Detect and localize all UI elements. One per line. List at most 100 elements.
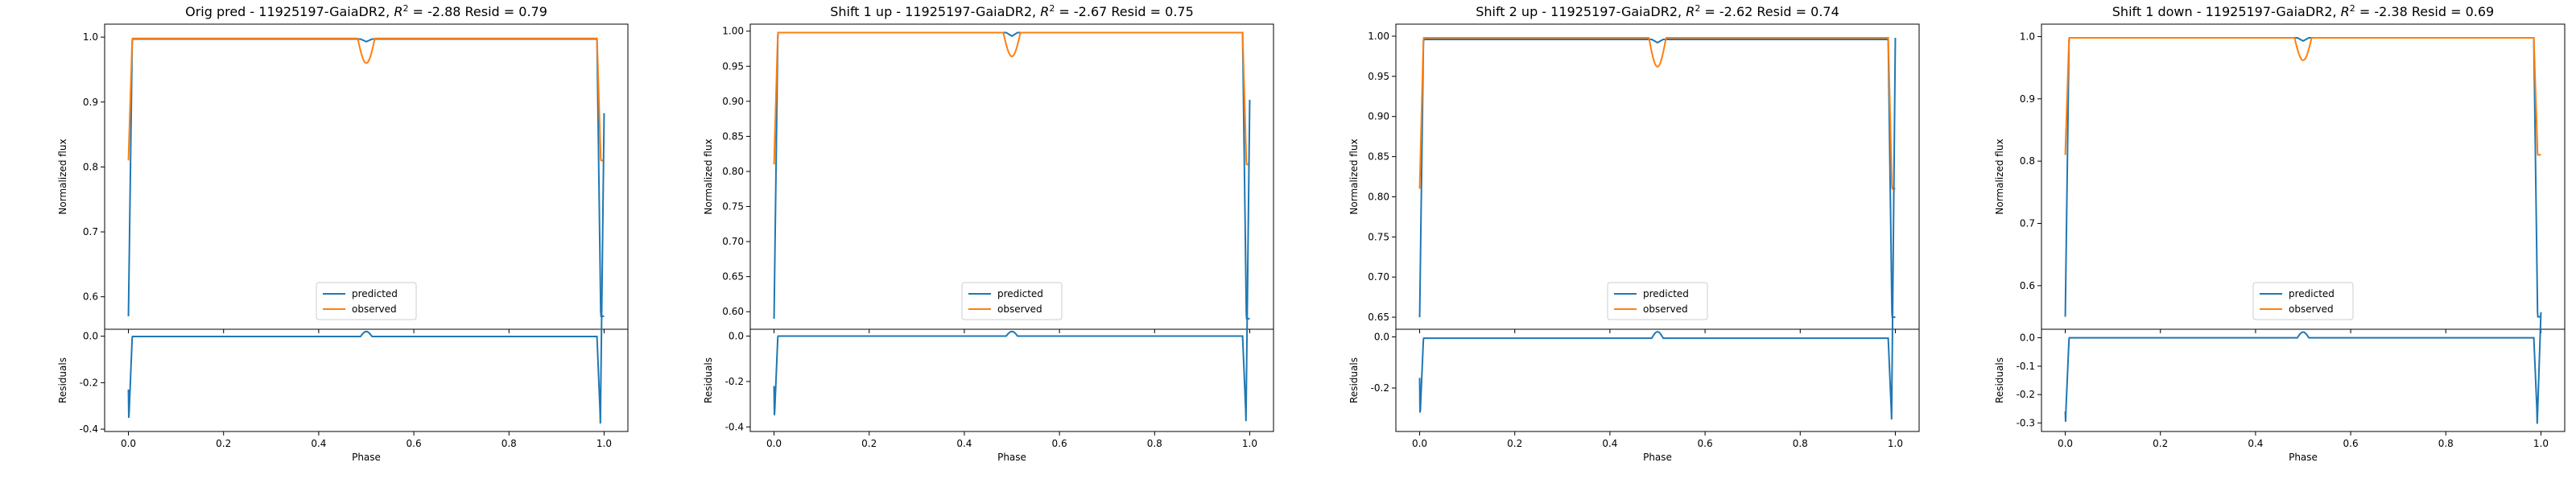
chart-title: Shift 1 down - 11925197-GaiaDR2, R2 = -2…	[2112, 3, 2494, 19]
chart-title-r2-sup: 2	[1695, 3, 1700, 14]
flux-y-tick-label: 0.9	[2020, 93, 2035, 105]
flux-y-tick-label: 0.60	[722, 306, 744, 317]
chart-title-r2: R	[1686, 4, 1695, 19]
chart-title-r2-sup: 2	[402, 3, 408, 14]
chart-title-r2: R	[1040, 4, 1049, 19]
chart-title-prefix: Shift 1 up - 11925197-GaiaDR2,	[830, 4, 1040, 19]
residual-y-tick-label: -0.2	[2017, 389, 2035, 400]
chart-title-prefix: Shift 1 down - 11925197-GaiaDR2,	[2112, 4, 2341, 19]
observed-flux-line	[773, 31, 1250, 166]
flux-y-axis-label: Normalized flux	[703, 138, 714, 214]
flux-y-tick-label: 0.7	[83, 226, 98, 237]
x-tick-label: 0.0	[2058, 438, 2073, 449]
residual-y-tick-label: -0.3	[2017, 417, 2035, 428]
chart-title-suffix: = -2.38 Resid = 0.69	[2355, 4, 2494, 19]
x-tick-label: 0.8	[2438, 438, 2454, 449]
x-tick-label: 1.0	[2533, 438, 2549, 449]
x-tick-label: 0.0	[766, 438, 782, 449]
legend-label: predicted	[2289, 288, 2334, 299]
flux-y-tick-label: 1.0	[2020, 31, 2035, 42]
flux-y-tick-label: 0.6	[2020, 280, 2035, 291]
residual-y-axis-label: Residuals	[1994, 357, 2005, 403]
x-tick-label: 0.4	[1602, 438, 1617, 449]
residual-axes-frame	[1395, 328, 1920, 432]
x-axis-label: Phase	[2289, 452, 2318, 463]
x-axis-label: Phase	[352, 452, 381, 463]
residual-y-tick-label: -0.2	[80, 377, 98, 388]
flux-y-tick-label: 0.80	[1368, 191, 1389, 202]
chart-title-r2-sup: 2	[2350, 3, 2355, 14]
chart-title-suffix: = -2.62 Resid = 0.74	[1700, 4, 1839, 19]
residual-line	[2064, 312, 2542, 424]
x-tick-label: 0.6	[1052, 438, 1067, 449]
residual-y-axis-label: Residuals	[57, 357, 68, 403]
chart-title: Shift 2 up - 11925197-GaiaDR2, R2 = -2.6…	[1476, 3, 1839, 19]
flux-y-tick-label: 0.95	[722, 60, 744, 72]
residual-y-tick-label: -0.2	[725, 376, 744, 387]
chart-panel: Shift 1 down - 11925197-GaiaDR2, R2 = -2…	[1994, 3, 2566, 463]
chart-panel: Shift 1 up - 11925197-GaiaDR2, R2 = -2.6…	[703, 3, 1274, 463]
x-tick-label: 0.8	[502, 438, 517, 449]
observed-flux-line	[2064, 37, 2541, 156]
flux-y-tick-label: 1.0	[83, 31, 98, 43]
flux-y-tick-label: 0.75	[1368, 231, 1389, 242]
residual-axes-frame	[104, 328, 629, 432]
chart-title-r2: R	[2341, 4, 2350, 19]
flux-y-tick-label: 0.6	[83, 291, 98, 303]
flux-y-tick-label: 0.65	[1368, 312, 1389, 323]
residual-y-tick-label: -0.4	[80, 423, 98, 435]
flux-y-tick-label: 0.85	[722, 130, 744, 142]
chart-title-prefix: Orig pred - 11925197-GaiaDR2,	[185, 4, 394, 19]
flux-y-tick-label: 0.70	[1368, 271, 1389, 283]
flux-y-tick-label: 1.00	[722, 26, 744, 37]
residual-y-tick-label: 0.0	[2020, 332, 2035, 344]
x-tick-label: 0.2	[2153, 438, 2168, 449]
residual-y-tick-label: -0.1	[2017, 361, 2035, 372]
residual-y-tick-label: 0.0	[83, 331, 98, 342]
flux-y-tick-label: 1.00	[1368, 31, 1389, 42]
predicted-flux-line	[1418, 38, 1896, 319]
residual-axes-frame	[2041, 328, 2566, 432]
flux-y-tick-label: 0.75	[722, 201, 744, 213]
chart-title: Orig pred - 11925197-GaiaDR2, R2 = -2.88…	[185, 3, 547, 19]
chart-panel: Shift 2 up - 11925197-GaiaDR2, R2 = -2.6…	[1348, 3, 1920, 463]
residual-axes-frame	[749, 328, 1274, 432]
residual-y-axis-label: Residuals	[703, 357, 714, 403]
residual-line	[1418, 38, 1897, 420]
x-tick-label: 0.0	[1412, 438, 1427, 449]
x-tick-label: 0.0	[121, 438, 136, 449]
chart-title-suffix: = -2.67 Resid = 0.75	[1055, 4, 1193, 19]
x-tick-label: 0.4	[2248, 438, 2263, 449]
chart-panel: Orig pred - 11925197-GaiaDR2, R2 = -2.88…	[57, 3, 629, 463]
chart-title-suffix: = -2.88 Resid = 0.79	[408, 4, 547, 19]
x-tick-label: 0.2	[1507, 438, 1522, 449]
legend-box	[1607, 282, 1708, 320]
chart-title: Shift 1 up - 11925197-GaiaDR2, R2 = -2.6…	[830, 3, 1194, 19]
legend-label: observed	[1643, 303, 1688, 315]
legend-label: observed	[2289, 303, 2334, 315]
flux-y-tick-label: 0.90	[1368, 111, 1389, 122]
chart-title-r2: R	[394, 4, 402, 19]
legend-label: observed	[352, 303, 397, 315]
x-tick-label: 0.8	[1147, 438, 1162, 449]
flux-y-tick-label: 0.9	[83, 97, 98, 108]
flux-y-tick-label: 0.95	[1368, 71, 1389, 82]
x-tick-label: 1.0	[597, 438, 612, 449]
residual-line	[773, 99, 1251, 422]
legend-box	[316, 282, 417, 320]
flux-y-tick-label: 0.8	[2020, 155, 2035, 167]
residual-y-tick-label: -0.4	[725, 421, 744, 432]
flux-y-tick-label: 0.85	[1368, 151, 1389, 163]
chart-title-r2-sup: 2	[1049, 3, 1055, 14]
predicted-flux-line	[2064, 37, 2541, 318]
legend-label: predicted	[352, 288, 398, 299]
flux-y-tick-label: 0.8	[83, 161, 98, 172]
legend-box	[2252, 282, 2354, 320]
observed-flux-line	[1418, 36, 1896, 190]
flux-y-tick-label: 0.90	[722, 96, 744, 107]
x-tick-label: 0.6	[2343, 438, 2359, 449]
chart-title-prefix: Shift 2 up - 11925197-GaiaDR2,	[1476, 4, 1686, 19]
flux-y-tick-label: 0.70	[722, 236, 744, 247]
observed-flux-line	[127, 37, 605, 162]
